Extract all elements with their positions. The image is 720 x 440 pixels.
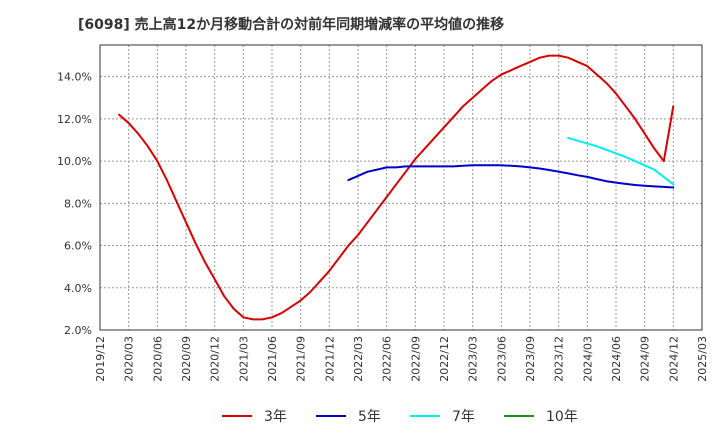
x-tick-label: 2022/12 — [438, 336, 451, 382]
x-tick-label: 2020/09 — [180, 336, 193, 382]
x-tick-label: 2020/06 — [151, 336, 164, 382]
x-tick-label: 2022/09 — [409, 336, 422, 382]
x-tick-label: 2025/03 — [696, 336, 709, 382]
legend-item: 7年 — [410, 404, 475, 428]
x-tick-label: 2024/03 — [581, 336, 594, 382]
y-tick-label: 12.0% — [57, 113, 92, 126]
x-tick-label: 2023/03 — [467, 336, 480, 382]
legend-swatch — [504, 415, 534, 417]
legend-swatch — [222, 415, 252, 417]
legend-label: 10年 — [546, 409, 578, 425]
x-tick-label: 2019/12 — [94, 336, 107, 382]
x-tick-label: 2020/12 — [209, 336, 222, 382]
series-line-5年 — [347, 164, 675, 189]
y-tick-label: 8.0% — [64, 197, 92, 210]
series-line-7年 — [567, 136, 675, 186]
x-tick-label: 2020/03 — [123, 336, 136, 382]
series-line-3年 — [118, 54, 675, 321]
x-tick-label: 2021/12 — [323, 336, 336, 382]
legend-label: 3年 — [264, 409, 287, 425]
legend-swatch — [410, 415, 440, 417]
y-tick-label: 14.0% — [57, 71, 92, 84]
x-tick-label: 2023/12 — [553, 336, 566, 382]
x-tick-label: 2021/03 — [237, 336, 250, 382]
legend: 3年 5年 7年 10年 — [0, 404, 720, 428]
x-tick-label: 2024/09 — [639, 336, 652, 382]
x-tick-label: 2022/03 — [352, 336, 365, 382]
x-tick-label: 2021/09 — [295, 336, 308, 382]
x-tick-label: 2023/06 — [495, 336, 508, 382]
y-tick-label: 4.0% — [64, 282, 92, 295]
y-tick-label: 2.0% — [64, 324, 92, 337]
legend-label: 7年 — [452, 409, 475, 425]
x-tick-label: 2024/12 — [667, 336, 680, 382]
x-tick-label: 2024/06 — [610, 336, 623, 382]
legend-item: 3年 — [222, 404, 287, 428]
x-tick-label: 2022/06 — [381, 336, 394, 382]
x-tick-label: 2023/09 — [524, 336, 537, 382]
chart-title: [6098] 売上高12か月移動合計の対前年同期増減率の平均値の推移 — [78, 17, 505, 33]
legend-label: 5年 — [358, 409, 381, 425]
y-tick-label: 6.0% — [64, 240, 92, 253]
plot-background — [100, 45, 702, 330]
y-tick-label: 10.0% — [57, 155, 92, 168]
plot-frame — [99, 44, 703, 331]
x-tick-label: 2021/06 — [266, 336, 279, 382]
legend-item: 10年 — [504, 404, 578, 428]
legend-swatch — [316, 415, 346, 417]
legend-item: 5年 — [316, 404, 381, 428]
